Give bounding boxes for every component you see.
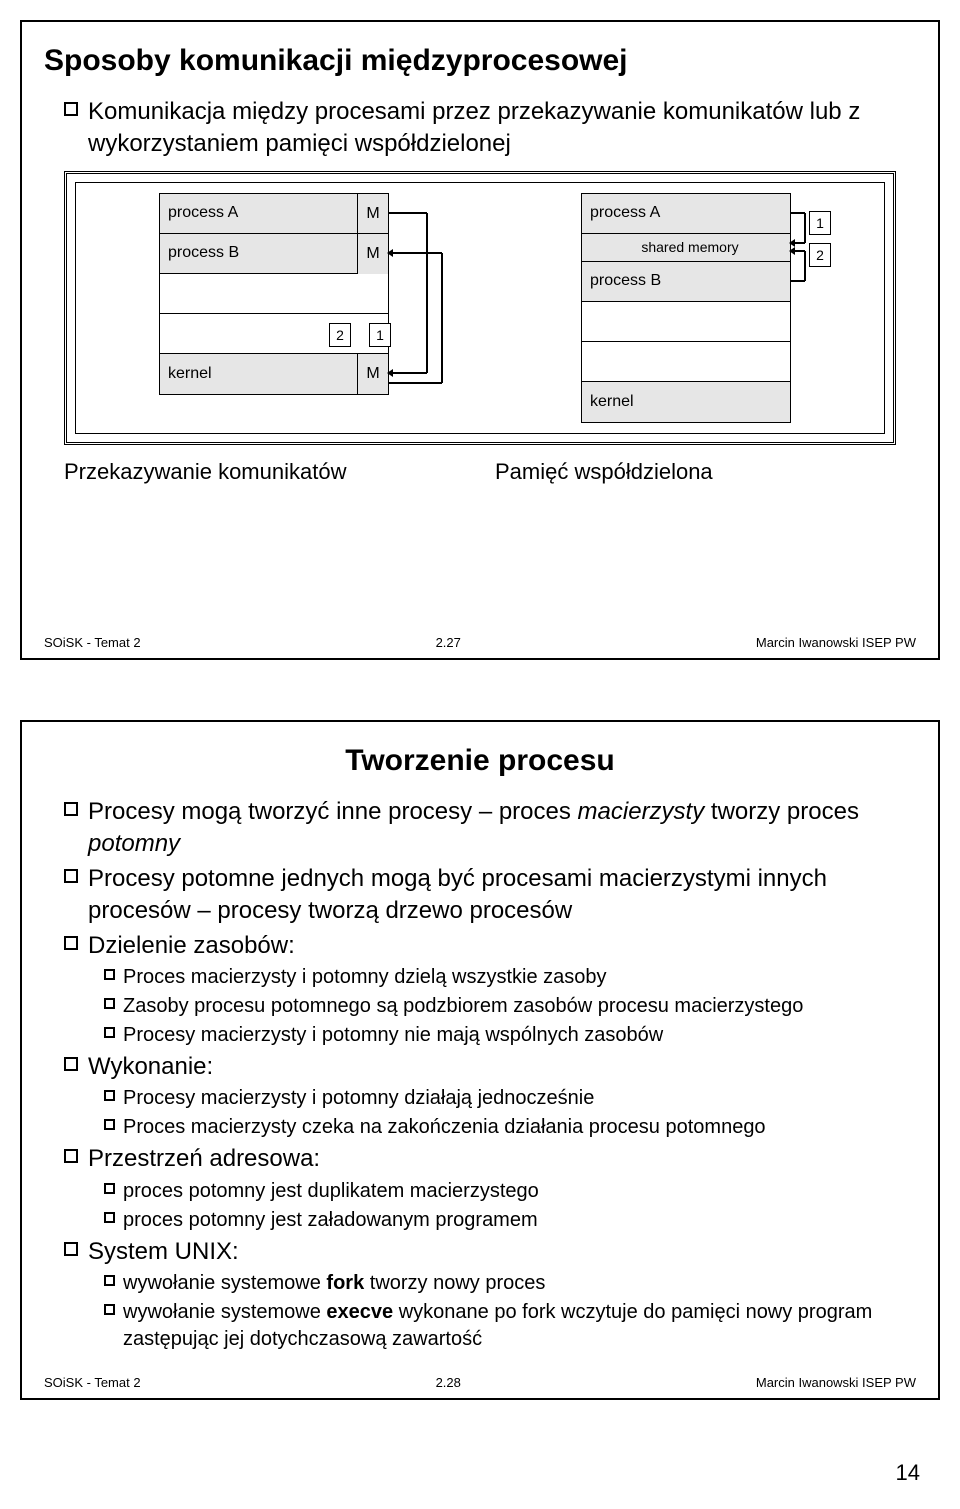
bullet-text: Wykonanie: bbox=[88, 1051, 213, 1083]
cell-process-b: process B M bbox=[160, 234, 388, 274]
bullet-text: Procesy macierzysty i potomny działają j… bbox=[123, 1085, 594, 1112]
slide-1: Sposoby komunikacji międzyprocesowej Kom… bbox=[20, 20, 940, 660]
page-number: 14 bbox=[20, 1460, 940, 1486]
bullet-icon bbox=[64, 869, 78, 883]
caption-right: Pamięć współdzielona bbox=[465, 459, 896, 485]
cell-process-b: process B bbox=[582, 262, 790, 302]
footer-mid: 2.27 bbox=[436, 635, 461, 650]
slide2-item-3: Proces macierzysty i potomny dzielą wszy… bbox=[104, 964, 916, 991]
slide2-item-9: Przestrzeń adresowa: bbox=[64, 1143, 916, 1175]
cell-empty bbox=[160, 314, 388, 354]
diagram-frame: process A M process B M kernel M bbox=[64, 171, 896, 445]
bullet-text: Procesy potomne jednych mogą być procesa… bbox=[88, 863, 916, 928]
bullet-icon bbox=[104, 1119, 115, 1130]
bullet-icon bbox=[104, 1090, 115, 1101]
slide2-item-0: Procesy mogą tworzyć inne procesy – proc… bbox=[64, 796, 916, 861]
bullet-text: Proces macierzysty czeka na zakończenia … bbox=[123, 1114, 766, 1141]
slide2-item-8: Proces macierzysty czeka na zakończenia … bbox=[104, 1114, 916, 1141]
bullet-icon bbox=[104, 1304, 115, 1315]
bullet-icon bbox=[104, 969, 115, 980]
footer-right: Marcin Iwanowski ISEP PW bbox=[756, 635, 916, 650]
slide2-title: Tworzenie procesu bbox=[44, 744, 916, 778]
bullet-text: proces potomny jest załadowanym programe… bbox=[123, 1207, 538, 1234]
slide2-footer: SOiSK - Temat 2 2.28 Marcin Iwanowski IS… bbox=[44, 1375, 916, 1390]
cell-empty bbox=[582, 342, 790, 382]
slide-2: Tworzenie procesu Procesy mogą tworzyć i… bbox=[20, 720, 940, 1400]
cell-kernel: kernel bbox=[582, 382, 790, 422]
bullet-icon bbox=[104, 1027, 115, 1038]
bullet-text: wywołanie systemowe fork tworzy nowy pro… bbox=[123, 1270, 545, 1297]
bullet-icon bbox=[104, 1275, 115, 1286]
slide2-item-6: Wykonanie: bbox=[64, 1051, 916, 1083]
cell-empty bbox=[160, 274, 388, 314]
cell-empty bbox=[582, 302, 790, 342]
bullet-icon bbox=[64, 1242, 78, 1256]
cell-process-a: process A bbox=[582, 194, 790, 234]
bullet-text: Proces macierzysty i potomny dzielą wszy… bbox=[123, 964, 607, 991]
right-arrows bbox=[789, 193, 829, 313]
slide2-item-14: wywołanie systemowe execve wykonane po f… bbox=[104, 1299, 916, 1353]
bullet-text: proces potomny jest duplikatem macierzys… bbox=[123, 1178, 539, 1205]
footer-left: SOiSK - Temat 2 bbox=[44, 635, 141, 650]
cell-shared-memory: shared memory bbox=[582, 234, 790, 262]
bullet-icon bbox=[104, 1212, 115, 1223]
slide1-title: Sposoby komunikacji międzyprocesowej bbox=[44, 44, 916, 78]
footer-left: SOiSK - Temat 2 bbox=[44, 1375, 141, 1390]
left-stack: process A M process B M kernel M bbox=[159, 193, 389, 395]
bullet-text: wywołanie systemowe execve wykonane po f… bbox=[123, 1299, 916, 1353]
bullet-icon bbox=[64, 1149, 78, 1163]
diagram-right: process A shared memory process B kernel… bbox=[500, 193, 872, 423]
footer-mid: 2.28 bbox=[436, 1375, 461, 1390]
m-box: M bbox=[357, 353, 389, 395]
left-arrows bbox=[387, 193, 477, 403]
cell-kernel: kernel M bbox=[160, 354, 388, 394]
slide2-item-1: Procesy potomne jednych mogą być procesa… bbox=[64, 863, 916, 928]
slide2-item-13: wywołanie systemowe fork tworzy nowy pro… bbox=[104, 1270, 916, 1297]
slide2-item-11: proces potomny jest załadowanym programe… bbox=[104, 1207, 916, 1234]
diagram-captions: Przekazywanie komunikatów Pamięć współdz… bbox=[64, 459, 896, 485]
slide2-item-5: Procesy macierzysty i potomny nie mają w… bbox=[104, 1022, 916, 1049]
bullet-text: Komunikacja między procesami przez przek… bbox=[88, 96, 916, 161]
caption-left: Przekazywanie komunikatów bbox=[64, 459, 465, 485]
num-2: 2 bbox=[329, 323, 351, 347]
slide2-item-2: Dzielenie zasobów: bbox=[64, 930, 916, 962]
bullet-text: System UNIX: bbox=[88, 1236, 239, 1268]
diagram-left: process A M process B M kernel M bbox=[88, 193, 460, 423]
diagram-inner: process A M process B M kernel M bbox=[75, 182, 885, 434]
cell-process-a: process A M bbox=[160, 194, 388, 234]
bullet-icon bbox=[64, 802, 78, 816]
slide2-item-4: Zasoby procesu potomnego są podzbiorem z… bbox=[104, 993, 916, 1020]
slide2-item-12: System UNIX: bbox=[64, 1236, 916, 1268]
m-box: M bbox=[357, 193, 389, 235]
m-box: M bbox=[357, 233, 389, 275]
footer-right: Marcin Iwanowski ISEP PW bbox=[756, 1375, 916, 1390]
bullet-text: Zasoby procesu potomnego są podzbiorem z… bbox=[123, 993, 803, 1020]
bullet-icon bbox=[104, 998, 115, 1009]
bullet-text: Przestrzeń adresowa: bbox=[88, 1143, 320, 1175]
bullet-text: Procesy macierzysty i potomny nie mają w… bbox=[123, 1022, 663, 1049]
bullet-icon bbox=[104, 1183, 115, 1194]
slide2-item-10: proces potomny jest duplikatem macierzys… bbox=[104, 1178, 916, 1205]
bullet-icon bbox=[64, 102, 78, 116]
bullet-icon bbox=[64, 1057, 78, 1071]
slide1-footer: SOiSK - Temat 2 2.27 Marcin Iwanowski IS… bbox=[44, 635, 916, 650]
slide2-body: Procesy mogą tworzyć inne procesy – proc… bbox=[44, 796, 916, 1353]
bullet-icon bbox=[64, 936, 78, 950]
bullet-text: Dzielenie zasobów: bbox=[88, 930, 295, 962]
right-stack: process A shared memory process B kernel bbox=[581, 193, 791, 423]
slide1-bullet-0: Komunikacja między procesami przez przek… bbox=[64, 96, 916, 161]
slide2-item-7: Procesy macierzysty i potomny działają j… bbox=[104, 1085, 916, 1112]
bullet-text: Procesy mogą tworzyć inne procesy – proc… bbox=[88, 796, 916, 861]
